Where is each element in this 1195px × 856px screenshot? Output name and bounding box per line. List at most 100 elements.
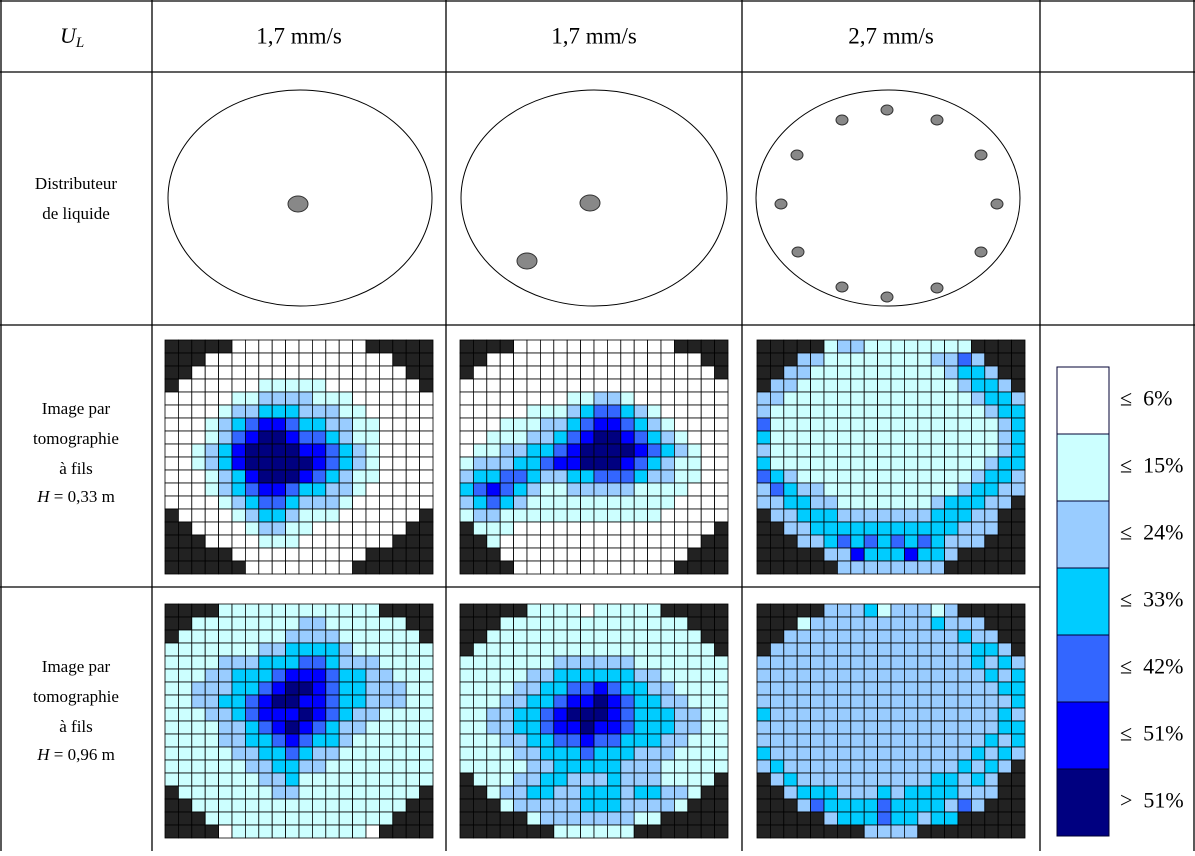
grid-cell [258,642,273,657]
grid-cell [405,733,421,748]
grid-cell [218,824,233,839]
grid-cell [997,339,1013,354]
grid-cell [944,547,959,562]
grid-cell [756,495,771,510]
grid-cell [984,733,999,748]
grid-cell [338,378,354,393]
grid-cell [540,798,555,813]
grid-cell [365,798,380,813]
grid-cell [997,469,1013,484]
grid-cell [917,707,932,722]
grid-cell [204,759,219,774]
grid-cell [204,668,219,683]
grid-cell [513,352,528,367]
grid-cell [660,629,675,644]
grid-cell [499,603,515,618]
grid-cell [756,746,771,761]
grid-cell [204,456,219,471]
grid-cell [770,642,785,657]
grid-cell [756,759,771,774]
grid-cell [177,404,193,419]
grid-cell [419,629,434,644]
grid-cell [984,378,999,393]
grid-cell [231,798,246,813]
grid-cell [177,365,193,380]
grid-cell [405,456,421,471]
grid-cell [352,668,367,683]
grid-cell [1011,404,1026,419]
grid-cell [783,720,798,735]
grid-cell [499,655,515,670]
grid-cell [877,616,892,631]
grid-cell [499,811,515,826]
grid-cell [660,378,675,393]
grid-cell [311,668,327,683]
grid-cell [810,547,825,562]
grid-cell [756,772,771,787]
grid-cell [997,404,1013,419]
legend-swatch [1056,500,1110,569]
grid-cell [244,746,260,761]
grid-cell [714,655,729,670]
grid-cell [352,642,367,657]
grid-cell [271,352,287,367]
grid-cell [783,560,798,575]
grid-cell [513,547,528,562]
grid-cell [633,694,649,709]
grid-cell [984,508,999,523]
grid-cell [660,694,675,709]
grid-cell [700,824,716,839]
grid-cell [298,508,313,523]
grid-cell [863,694,879,709]
grid-cell [674,759,689,774]
grid-cell [647,824,662,839]
grid-cell [971,772,986,787]
grid-cell [459,655,474,670]
grid-cell [459,391,474,406]
grid-cell [338,681,354,696]
grid-cell [1011,391,1026,406]
grid-cell [850,352,865,367]
grid-cell [352,391,367,406]
grid-cell [258,681,273,696]
grid-cell [823,746,838,761]
grid-cell [593,642,608,657]
grid-cell [607,655,622,670]
grid-cell [298,339,313,354]
grid-cell [285,616,300,631]
grid-cell [231,560,246,575]
grid-cell [352,456,367,471]
grid-cell [526,746,541,761]
grid-cell [580,443,595,458]
grid-cell [244,681,260,696]
grid-cell [352,811,367,826]
grid-cell [419,824,434,839]
grid-cell [944,404,959,419]
grid-cell [890,547,905,562]
grid-cell [837,668,852,683]
grid-cell [258,629,273,644]
grid-cell [917,456,932,471]
grid-cell [837,352,852,367]
grid-cell [796,391,812,406]
grid-cell [620,603,635,618]
grid-cell [890,681,905,696]
grid-cell [419,798,434,813]
grid-cell [957,443,972,458]
grid-cell [1011,560,1026,575]
grid-cell [513,681,528,696]
row-label: de liquide [42,204,110,223]
grid-cell [311,707,327,722]
grid-cell [298,759,313,774]
grid-cell [850,508,865,523]
grid-cell [633,642,649,657]
grid-cell [957,417,972,432]
grid-cell [472,417,488,432]
grid-cell [770,521,785,536]
grid-cell [352,495,367,510]
grid-cell [231,733,246,748]
grid-cell [204,720,219,735]
grid-cell [580,629,595,644]
grid-cell [231,482,246,497]
grid-cell [714,603,729,618]
